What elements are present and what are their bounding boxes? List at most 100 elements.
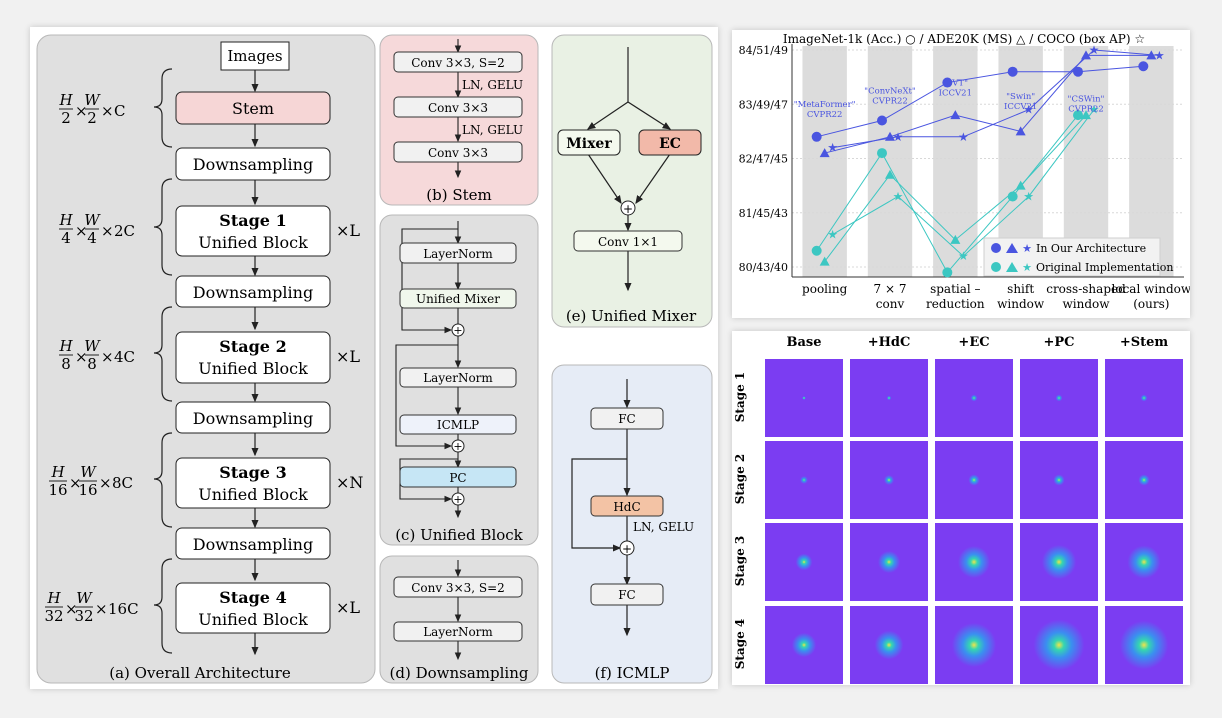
series-2-point-3: ★ <box>1023 103 1034 117</box>
heatmap-cell <box>1105 359 1183 437</box>
heatmap-column-0: Base <box>786 335 822 350</box>
series-3-point-0 <box>811 245 822 256</box>
series-1-point-4 <box>1081 50 1091 60</box>
heatmap-cell <box>850 523 928 601</box>
heatmap-cell <box>1105 441 1183 519</box>
series-line-0 <box>816 65 1144 138</box>
icmlp-flow <box>571 379 631 637</box>
heatmap-column-2: +EC <box>958 335 990 350</box>
svg-text:32: 32 <box>74 607 93 625</box>
svg-text:×: × <box>101 102 114 120</box>
stem-caption: (b) Stem <box>426 186 491 204</box>
stem-label: Stem <box>232 99 274 118</box>
overall-caption: (a) Overall Architecture <box>109 664 291 682</box>
x-tick-3-1: window <box>997 297 1045 311</box>
svg-text:Stage 3: Stage 3 <box>219 463 286 482</box>
svg-text:W: W <box>84 211 101 229</box>
stage-4-text: Stage 4 Unified Block <box>198 588 308 629</box>
stem-ln-gelu-1: LN, GELU <box>462 78 523 92</box>
heatmap-cell <box>935 606 1013 684</box>
downsampling-label-3: Downsampling <box>193 409 313 428</box>
svg-text:H: H <box>50 463 65 481</box>
downsampling-label-2: Downsampling <box>193 283 313 302</box>
architecture-figure: Images Stem Downsampling Downsampling Do… <box>30 27 718 689</box>
svg-text:16: 16 <box>78 481 97 499</box>
block-add-nodes <box>451 323 465 506</box>
block-layernorm-1: LayerNorm <box>423 247 493 261</box>
series-5-point-0: ★ <box>827 227 838 241</box>
stem-conv-s2-label: Conv 3×3, S=2 <box>411 56 505 70</box>
svg-text:Stage 1: Stage 1 <box>219 211 286 230</box>
mixer-panel <box>551 34 713 328</box>
svg-text:W: W <box>80 463 97 481</box>
conv1x1-box <box>573 230 683 252</box>
heatmap-cell <box>850 359 928 437</box>
fc-box-2 <box>590 583 664 606</box>
down-caption: (d) Downsampling <box>390 664 529 682</box>
legend-entry-ours: In Our Architecture <box>1036 242 1146 255</box>
heatmap-cell <box>765 606 843 684</box>
series-3-point-1 <box>877 148 887 159</box>
conv1x1-label: Conv 1×1 <box>598 235 658 249</box>
svg-text:H: H <box>58 91 73 109</box>
series-0-point-0 <box>811 131 822 142</box>
svg-text:Unified Block: Unified Block <box>198 610 308 629</box>
stem-ln-gelu-2: LN, GELU <box>462 123 523 137</box>
series-3-point-2 <box>942 267 953 278</box>
chart-gridlines <box>792 49 1184 268</box>
heatmap-column-3: +PC <box>1043 335 1075 350</box>
svg-text:Unified Block: Unified Block <box>198 359 308 378</box>
series-4-point-4 <box>1081 110 1091 120</box>
x-tick-2-1: reduction <box>926 297 985 311</box>
svg-text:H: H <box>58 337 73 355</box>
downsampling-boxes <box>175 147 331 560</box>
series-4-point-3 <box>1015 180 1026 190</box>
svg-text:H: H <box>58 211 73 229</box>
heatmap-row-2: Stage 3 <box>733 535 747 587</box>
mixer-label: Mixer <box>566 136 612 152</box>
svg-text:4: 4 <box>61 229 71 247</box>
mixer-flow <box>587 47 672 292</box>
series-0-point-3 <box>1007 66 1018 77</box>
series-5-point-4: ★ <box>1089 103 1100 117</box>
svg-text:8: 8 <box>61 355 71 373</box>
annotation-0-0: "MetaFormer" <box>794 100 856 110</box>
svg-text:W: W <box>84 91 101 109</box>
svg-text:Unified Block: Unified Block <box>198 233 308 252</box>
series-5-point-3: ★ <box>1023 189 1034 203</box>
heatmap-cell <box>765 359 843 437</box>
stem-dimension: H 2 × W 2 × C <box>58 91 125 127</box>
svg-text:2: 2 <box>87 109 97 127</box>
svg-text:×: × <box>75 348 88 366</box>
svg-text:2C: 2C <box>114 222 135 240</box>
down-boxes <box>393 576 523 642</box>
heatmap-cell <box>765 441 843 519</box>
stage-3-dimension: H 16 × W 16 × 8C <box>48 463 133 499</box>
downsampling-label-1: Downsampling <box>193 155 313 174</box>
svg-text:Unified Block: Unified Block <box>198 485 308 504</box>
chart-card: ★ ★ ★ ★ ★ ★ ★ ★ ★ ★ ★ "MetaFormer" CVPR22 "ConvNeXt"… <box>732 30 1192 318</box>
svg-text:2: 2 <box>61 109 71 127</box>
hdc-box <box>590 495 664 517</box>
x-tick-5-1: (ours) <box>1133 297 1169 311</box>
dimension-braces <box>153 68 173 654</box>
stage-boxes <box>175 205 331 634</box>
series-3-point-4 <box>1073 110 1083 121</box>
block-pc: PC <box>449 471 466 485</box>
heatmap-row-1: Stage 2 <box>733 453 747 505</box>
downsampling-label-4: Downsampling <box>193 535 313 554</box>
block-plus-3: + <box>453 493 462 506</box>
x-tick-1-1: conv <box>876 297 905 311</box>
svg-text:W: W <box>76 589 93 607</box>
chart-legend: ★ In Our Architecture ★ Original Impleme… <box>983 237 1174 277</box>
heatmap-row-0: Stage 1 <box>733 371 747 423</box>
svg-text:16: 16 <box>48 481 67 499</box>
svg-text:×: × <box>101 348 114 366</box>
series-0-point-1 <box>877 115 887 126</box>
y-tick-labels: 80/43/40 81/45/43 82/47/45 83/49/47 84/51/49 <box>739 44 788 274</box>
y-tick-4: 84/51/49 <box>739 44 788 57</box>
series-2-point-4: ★ <box>1089 43 1100 57</box>
x-tick-4-1: window <box>1062 297 1110 311</box>
chart-markers: ★ ★ ★ ★ ★ ★ ★ ★ ★ ★ ★ <box>811 43 1165 278</box>
